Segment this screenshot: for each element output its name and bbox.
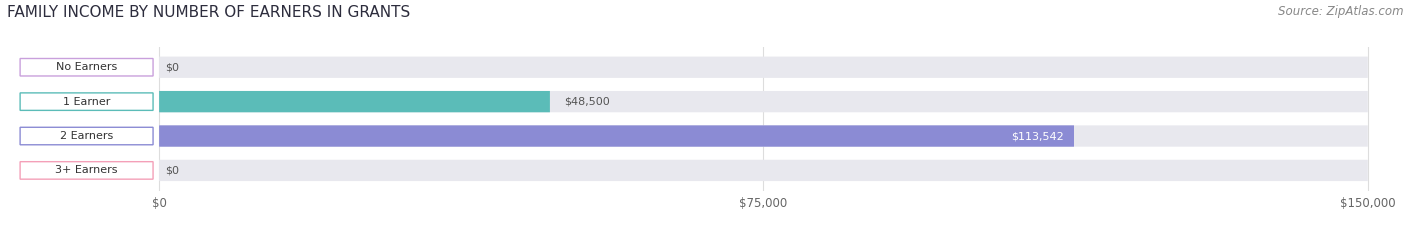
FancyBboxPatch shape: [159, 160, 1368, 181]
Text: FAMILY INCOME BY NUMBER OF EARNERS IN GRANTS: FAMILY INCOME BY NUMBER OF EARNERS IN GR…: [7, 5, 411, 20]
FancyBboxPatch shape: [159, 57, 1368, 78]
FancyBboxPatch shape: [20, 93, 153, 110]
Text: 2 Earners: 2 Earners: [60, 131, 114, 141]
FancyBboxPatch shape: [159, 91, 1368, 112]
FancyBboxPatch shape: [20, 162, 153, 179]
FancyBboxPatch shape: [159, 125, 1074, 147]
Text: $0: $0: [165, 62, 179, 72]
FancyBboxPatch shape: [20, 58, 153, 76]
Text: 1 Earner: 1 Earner: [63, 97, 110, 107]
FancyBboxPatch shape: [159, 91, 550, 112]
Text: No Earners: No Earners: [56, 62, 117, 72]
Text: $48,500: $48,500: [564, 97, 610, 107]
Text: $113,542: $113,542: [1011, 131, 1064, 141]
FancyBboxPatch shape: [159, 125, 1368, 147]
Text: Source: ZipAtlas.com: Source: ZipAtlas.com: [1278, 5, 1403, 18]
FancyBboxPatch shape: [20, 127, 153, 145]
Text: $0: $0: [165, 165, 179, 175]
Text: 3+ Earners: 3+ Earners: [55, 165, 118, 175]
